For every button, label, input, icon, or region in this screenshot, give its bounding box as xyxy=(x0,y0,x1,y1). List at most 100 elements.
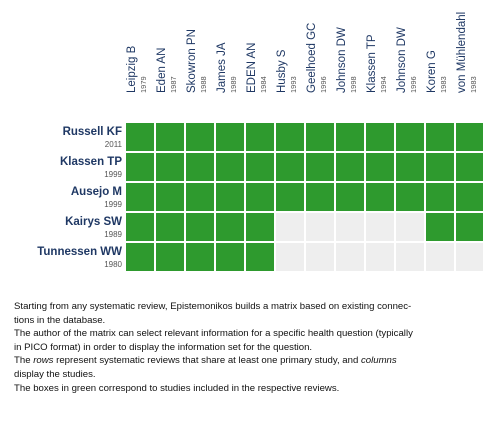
matrix-cell xyxy=(426,213,454,241)
text: represent systematic reviews that share … xyxy=(53,355,361,367)
matrix-cell xyxy=(156,123,184,151)
row-year: 1999 xyxy=(104,200,122,209)
matrix-cell xyxy=(306,123,334,151)
column-year: 1996 xyxy=(409,76,418,93)
matrix-cell xyxy=(216,213,244,241)
column-name: Skowron PN xyxy=(186,29,198,93)
column-name: Eden AN xyxy=(156,48,168,93)
notes: Starting from any systematic review, Epi… xyxy=(14,300,479,395)
matrix-cell xyxy=(156,213,184,241)
matrix-cell xyxy=(126,243,154,271)
matrix-cell xyxy=(396,213,424,241)
column-year: 1993 xyxy=(289,76,298,93)
column-year: 1983 xyxy=(439,76,448,93)
matrix-cell xyxy=(396,183,424,211)
matrix-cell xyxy=(216,153,244,181)
matrix-cell xyxy=(276,243,304,271)
row-name: Russell KF xyxy=(63,126,122,138)
matrix-cell xyxy=(276,123,304,151)
emphasis: columns xyxy=(360,355,397,367)
column-year: 1998 xyxy=(349,76,358,93)
matrix-cell xyxy=(246,243,274,271)
row-year: 1989 xyxy=(104,230,122,239)
column-name: Husby S xyxy=(276,49,288,93)
matrix-cell xyxy=(396,153,424,181)
column-year: 1996 xyxy=(319,76,328,93)
note-line: display the studies. xyxy=(14,368,479,382)
text: tions in the database. xyxy=(14,314,106,326)
matrix-cell xyxy=(366,243,394,271)
matrix-cell xyxy=(186,183,214,211)
matrix-cell xyxy=(156,183,184,211)
matrix-cell xyxy=(276,153,304,181)
row-year: 1980 xyxy=(104,260,122,269)
matrix-cell xyxy=(276,183,304,211)
text: The author of the matrix can select rele… xyxy=(14,328,413,340)
column-year: 1988 xyxy=(199,76,208,93)
matrix-cell xyxy=(336,213,364,241)
matrix-cell xyxy=(156,153,184,181)
row-year: 2011 xyxy=(105,140,123,149)
note-line: The rows represent systematic reviews th… xyxy=(14,354,479,368)
column-name: Koren G xyxy=(426,50,438,93)
text: The boxes in green correspond to studies… xyxy=(14,382,340,394)
matrix-cell xyxy=(336,183,364,211)
matrix-cell xyxy=(186,153,214,181)
note-line: Starting from any systematic review, Epi… xyxy=(14,300,479,314)
matrix-cell xyxy=(246,123,274,151)
matrix-cell xyxy=(216,123,244,151)
column-name: Leipzig B xyxy=(126,45,138,93)
matrix-cell xyxy=(456,183,483,211)
row-name: Kairys SW xyxy=(65,216,122,228)
emphasis: rows xyxy=(33,355,54,367)
matrix-cell xyxy=(456,123,483,151)
matrix-cell xyxy=(216,243,244,271)
matrix-cell xyxy=(246,153,274,181)
matrix-cell xyxy=(426,153,454,181)
matrix-cell xyxy=(306,153,334,181)
matrix-cell xyxy=(366,183,394,211)
note-line: The author of the matrix can select rele… xyxy=(14,327,479,341)
text: in PICO format) in order to display the … xyxy=(14,341,313,353)
column-name: Klassen TP xyxy=(366,34,378,93)
row-name: Ausejo M xyxy=(71,186,122,198)
column-year: 1983 xyxy=(469,76,478,93)
text: display the studies. xyxy=(14,368,96,380)
column-name: Johnson DW xyxy=(396,27,408,93)
matrix-cell xyxy=(126,123,154,151)
matrix-cell xyxy=(396,123,424,151)
column-name: von Mühlendahl xyxy=(456,12,468,93)
matrix-cell xyxy=(306,243,334,271)
matrix-cell xyxy=(456,153,483,181)
note-line: The boxes in green correspond to studies… xyxy=(14,382,479,396)
matrix-cell xyxy=(426,183,454,211)
matrix-cell xyxy=(396,243,424,271)
matrix-cell xyxy=(306,183,334,211)
row-name: Klassen TP xyxy=(60,156,122,168)
matrix-cell xyxy=(186,123,214,151)
matrix-cell xyxy=(366,153,394,181)
note-line: tions in the database. xyxy=(14,314,479,328)
matrix-cell xyxy=(426,123,454,151)
matrix-cell xyxy=(246,183,274,211)
matrix-cell xyxy=(426,243,454,271)
note-line: in PICO format) in order to display the … xyxy=(14,341,479,355)
column-name: James JA xyxy=(216,42,228,93)
column-year: 1989 xyxy=(229,76,238,93)
column-name: EDEN AN xyxy=(246,43,258,94)
column-name: Geelhoed GC xyxy=(306,23,318,93)
matrix-cell xyxy=(366,123,394,151)
matrix: Leipzig B 1979 Eden AN 1987 Skowron PN 1988 Ja… xyxy=(37,12,483,271)
matrix-cell xyxy=(126,213,154,241)
matrix-cell xyxy=(126,153,154,181)
matrix-cell xyxy=(456,243,483,271)
column-year: 1994 xyxy=(379,76,388,93)
column-year: 1987 xyxy=(169,76,178,93)
column-year: 1984 xyxy=(259,76,268,93)
row-year: 1999 xyxy=(104,170,122,179)
matrix-cell xyxy=(336,243,364,271)
matrix-cell xyxy=(126,183,154,211)
text: Starting from any systematic review, Epi… xyxy=(14,301,412,312)
matrix-cell xyxy=(456,213,483,241)
